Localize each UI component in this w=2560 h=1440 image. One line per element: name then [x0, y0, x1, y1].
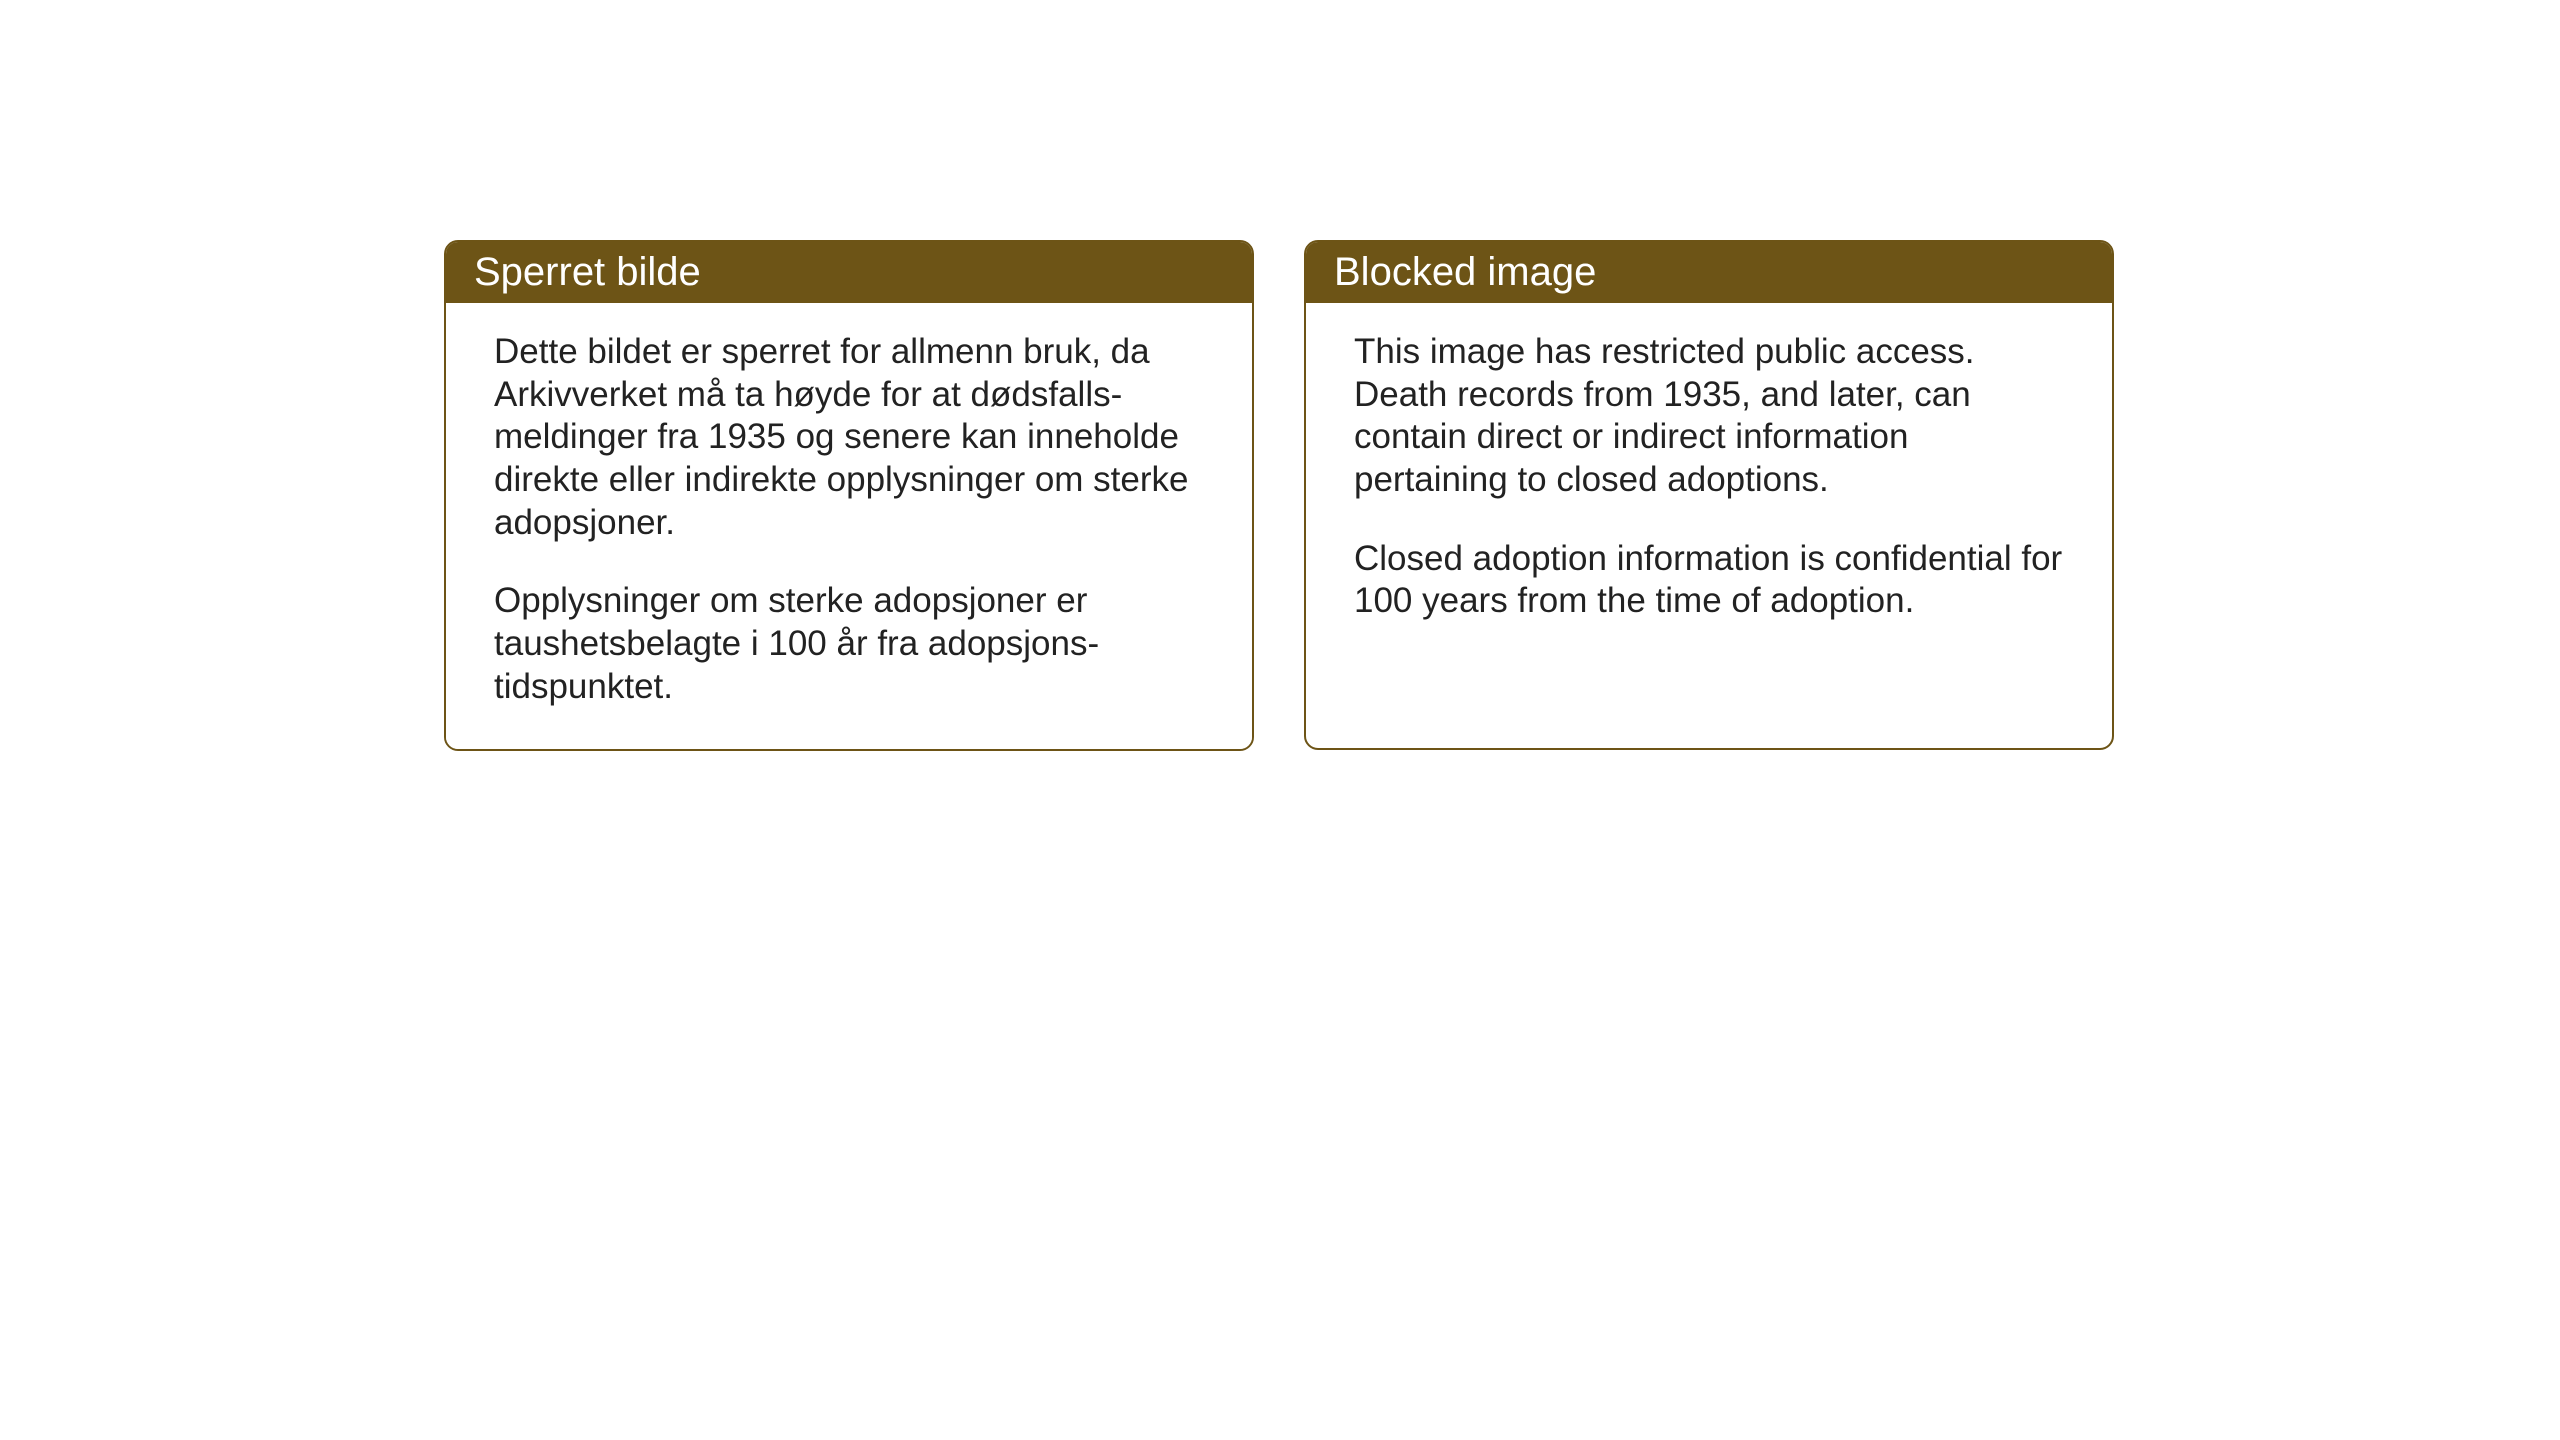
- notice-card-norwegian: Sperret bilde Dette bildet er sperret fo…: [444, 240, 1254, 751]
- card-title-english: Blocked image: [1334, 250, 1596, 294]
- notice-container: Sperret bilde Dette bildet er sperret fo…: [444, 240, 2114, 751]
- card-header-norwegian: Sperret bilde: [446, 242, 1252, 303]
- card-paragraph-2-norwegian: Opplysninger om sterke adopsjoner er tau…: [494, 580, 1204, 708]
- notice-card-english: Blocked image This image has restricted …: [1304, 240, 2114, 750]
- card-title-norwegian: Sperret bilde: [474, 250, 701, 294]
- card-header-english: Blocked image: [1306, 242, 2112, 303]
- card-paragraph-1-norwegian: Dette bildet er sperret for allmenn bruk…: [494, 331, 1204, 544]
- card-paragraph-1-english: This image has restricted public access.…: [1354, 331, 2064, 502]
- card-body-norwegian: Dette bildet er sperret for allmenn bruk…: [446, 303, 1252, 749]
- card-paragraph-2-english: Closed adoption information is confident…: [1354, 538, 2064, 623]
- card-body-english: This image has restricted public access.…: [1306, 303, 2112, 663]
